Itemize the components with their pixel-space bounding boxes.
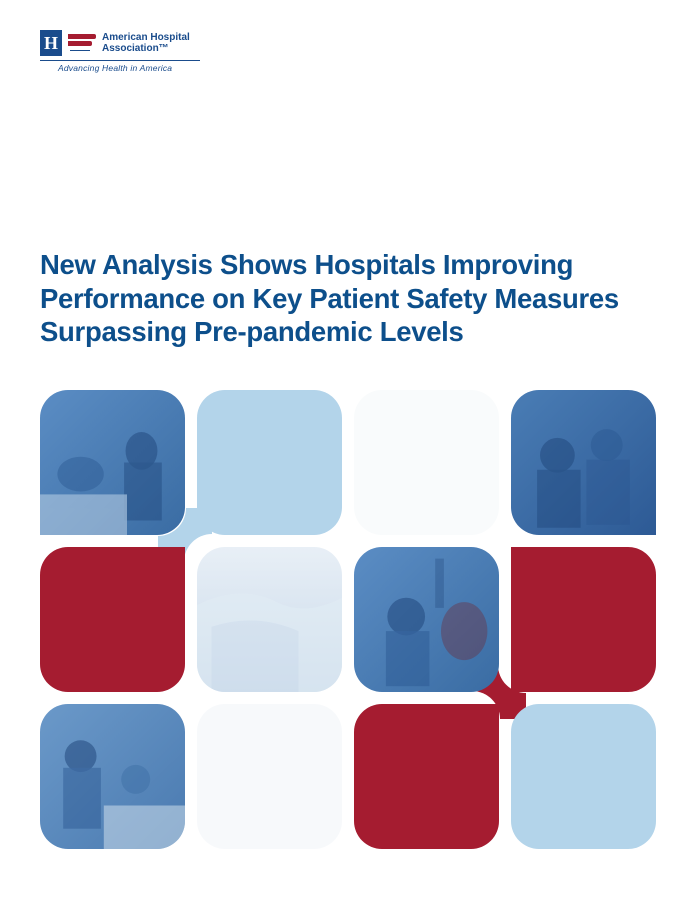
tile-photo-nurse-patient bbox=[354, 547, 499, 692]
tile-grid bbox=[40, 390, 655, 855]
photo-silhouette bbox=[40, 704, 185, 849]
logo-org-name: American Hospital Association™ bbox=[102, 32, 190, 54]
logo-name-line1: American Hospital bbox=[102, 32, 190, 43]
logo-flag-stripes bbox=[68, 34, 96, 52]
tile-photo-staff-group bbox=[511, 390, 656, 535]
photo-silhouette bbox=[511, 390, 656, 535]
tile-dark-red bbox=[40, 547, 185, 692]
tile-photo-doctor-bedside bbox=[40, 704, 185, 849]
tile-photo-patient-bed bbox=[40, 390, 185, 535]
tile-light-blue bbox=[511, 704, 656, 849]
logo: H American Hospital Association™ Advanci… bbox=[40, 30, 200, 73]
tile-dark-red bbox=[354, 704, 499, 849]
photo-silhouette bbox=[40, 390, 185, 535]
tile-light-blue bbox=[197, 390, 342, 535]
logo-divider bbox=[40, 60, 200, 61]
report-title: New Analysis Shows Hospitals Improving P… bbox=[40, 248, 655, 349]
tile-off-white bbox=[354, 390, 499, 535]
tile-off-white bbox=[197, 704, 342, 849]
photo-silhouette bbox=[197, 547, 342, 692]
photo-silhouette bbox=[354, 547, 499, 692]
logo-name-line2: Association™ bbox=[102, 43, 169, 54]
tile-photo-bed-sheet bbox=[197, 547, 342, 692]
tile-dark-red bbox=[511, 547, 656, 692]
logo-letter-h: H bbox=[40, 30, 62, 56]
logo-tagline: Advancing Health in America bbox=[40, 63, 200, 73]
logo-mark-row: H American Hospital Association™ bbox=[40, 30, 200, 56]
